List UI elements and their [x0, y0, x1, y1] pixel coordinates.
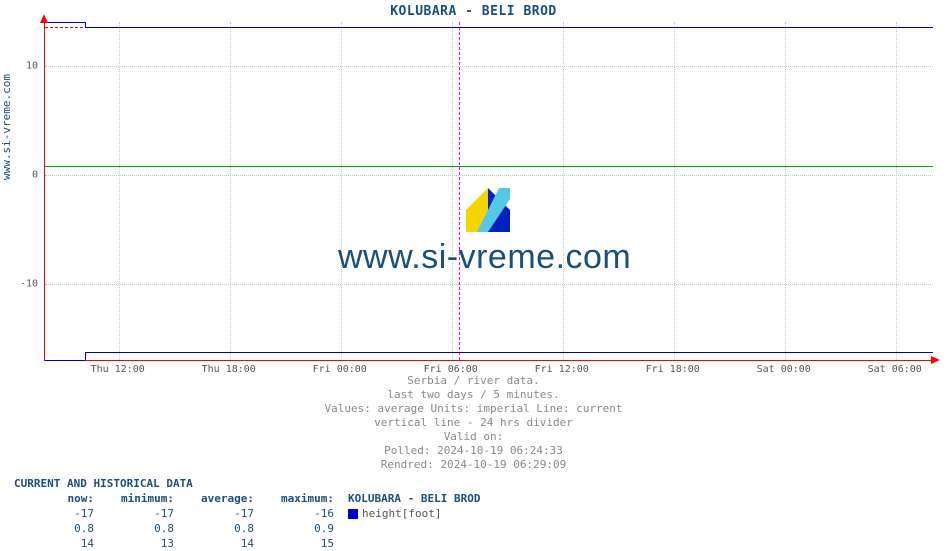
- table-cell: 15: [254, 536, 334, 551]
- chart-caption: Serbia / river data. last two days / 5 m…: [0, 374, 947, 472]
- axis-arrow-up-icon: [40, 14, 48, 23]
- x-tick-label: Fri 18:00: [646, 364, 700, 375]
- table-row: 14 13 14 15: [14, 536, 608, 551]
- x-tick-label: Fri 00:00: [313, 364, 367, 375]
- gridline-horizontal: [45, 175, 933, 176]
- table-cell: 0.8: [174, 521, 254, 536]
- legend-unit: height[foot]: [362, 507, 441, 520]
- series-line: [85, 27, 933, 28]
- x-tick-label: Thu 18:00: [202, 364, 256, 375]
- x-tick-label: Thu 12:00: [91, 364, 145, 375]
- caption-line: Rendred: 2024-10-19 06:29:09: [0, 458, 947, 472]
- table-cell: -17: [94, 506, 174, 521]
- gridline-horizontal: [45, 66, 933, 67]
- gridline-vertical: [785, 22, 786, 360]
- caption-line: Valid on:: [0, 430, 947, 444]
- gridline-vertical: [563, 22, 564, 360]
- table-row: 0.8 0.8 0.8 0.9: [14, 521, 608, 536]
- gridline-vertical: [341, 22, 342, 360]
- site-label-vertical: www.si-vreme.com: [0, 74, 13, 180]
- table-cell: 0.8: [14, 521, 94, 536]
- divider-24h: [459, 22, 460, 360]
- axis-arrow-right-icon: [931, 356, 940, 364]
- y-tick-label: 0: [16, 169, 38, 180]
- gridline-vertical: [674, 22, 675, 360]
- table-cell: 14: [14, 536, 94, 551]
- table-cell: -16: [254, 506, 334, 521]
- y-tick-label: -10: [16, 278, 38, 289]
- gridline-vertical: [452, 22, 453, 360]
- gridline-vertical: [119, 22, 120, 360]
- table-cell: -17: [174, 506, 254, 521]
- table-row: -17 -17 -17 -16 height[foot]: [14, 506, 608, 521]
- table-header-row: now: minimum: average: maximum: KOLUBARA…: [14, 491, 608, 506]
- table-cell: 0.8: [94, 521, 174, 536]
- series-line: [45, 360, 85, 361]
- caption-line: Serbia / river data.: [0, 374, 947, 388]
- table-title: CURRENT AND HISTORICAL DATA: [14, 476, 608, 491]
- data-table: CURRENT AND HISTORICAL DATA now: minimum…: [14, 476, 608, 551]
- caption-line: Values: average Units: imperial Line: cu…: [0, 402, 947, 416]
- watermark-text: www.si-vreme.com: [338, 238, 631, 277]
- y-tick-label: 10: [16, 60, 38, 71]
- table-header: minimum:: [94, 491, 174, 506]
- table-legend: height[foot]: [334, 506, 608, 521]
- caption-line: Polled: 2024-10-19 06:24:33: [0, 444, 947, 458]
- table-series-label: KOLUBARA - BELI BROD: [334, 491, 608, 506]
- table-header: now:: [14, 491, 94, 506]
- watermark-logo-icon: [466, 188, 510, 232]
- legend-swatch-icon: [348, 509, 358, 519]
- gridline-horizontal: [45, 284, 933, 285]
- table-cell: 13: [94, 536, 174, 551]
- series-line: [85, 352, 86, 360]
- page: www.si-vreme.com KOLUBARA - BELI BROD Se…: [0, 0, 947, 536]
- series-line: [85, 352, 933, 353]
- table-header: maximum:: [254, 491, 334, 506]
- x-tick-label: Fri 12:00: [535, 364, 589, 375]
- x-tick-label: Fri 06:00: [424, 364, 478, 375]
- caption-line: vertical line - 24 hrs divider: [0, 416, 947, 430]
- table-cell: -17: [14, 506, 94, 521]
- x-tick-label: Sat 00:00: [757, 364, 811, 375]
- gridline-vertical: [896, 22, 897, 360]
- x-tick-label: Sat 06:00: [868, 364, 922, 375]
- caption-line: last two days / 5 minutes.: [0, 388, 947, 402]
- chart-title: KOLUBARA - BELI BROD: [0, 4, 947, 19]
- series-line: [45, 22, 85, 23]
- gridline-vertical: [230, 22, 231, 360]
- reference-line-green: [45, 166, 933, 167]
- table-cell: 14: [174, 536, 254, 551]
- table-cell: 0.9: [254, 521, 334, 536]
- table-header: average:: [174, 491, 254, 506]
